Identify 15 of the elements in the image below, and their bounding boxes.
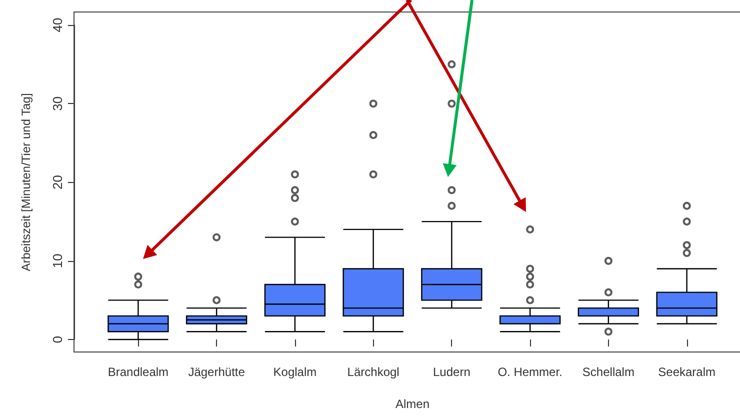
x-tick-label: Seekaralm — [658, 365, 716, 379]
x-tick-label: Ludern — [433, 365, 470, 379]
y-tick-label: 30 — [50, 96, 65, 111]
y-tick-label: 10 — [50, 254, 65, 268]
x-tick-label: Jägerhütte — [188, 365, 246, 379]
x-tick-label: Koglalm — [273, 365, 317, 379]
y-axis-title: Arbeitszeit [Minuten/Tier und Tag] — [19, 93, 33, 272]
x-axis-title: Almen — [395, 397, 430, 411]
y-tick-label: 20 — [50, 175, 65, 190]
y-tick-label: 40 — [50, 18, 65, 32]
x-tick-label: Schellalm — [582, 365, 634, 379]
y-tick-label: 0 — [50, 336, 65, 344]
x-tick-label: Lärchkogl — [347, 365, 400, 379]
x-tick-label: Brandlealm — [108, 365, 169, 379]
x-tick-label: O. Hemmer. — [498, 365, 562, 379]
